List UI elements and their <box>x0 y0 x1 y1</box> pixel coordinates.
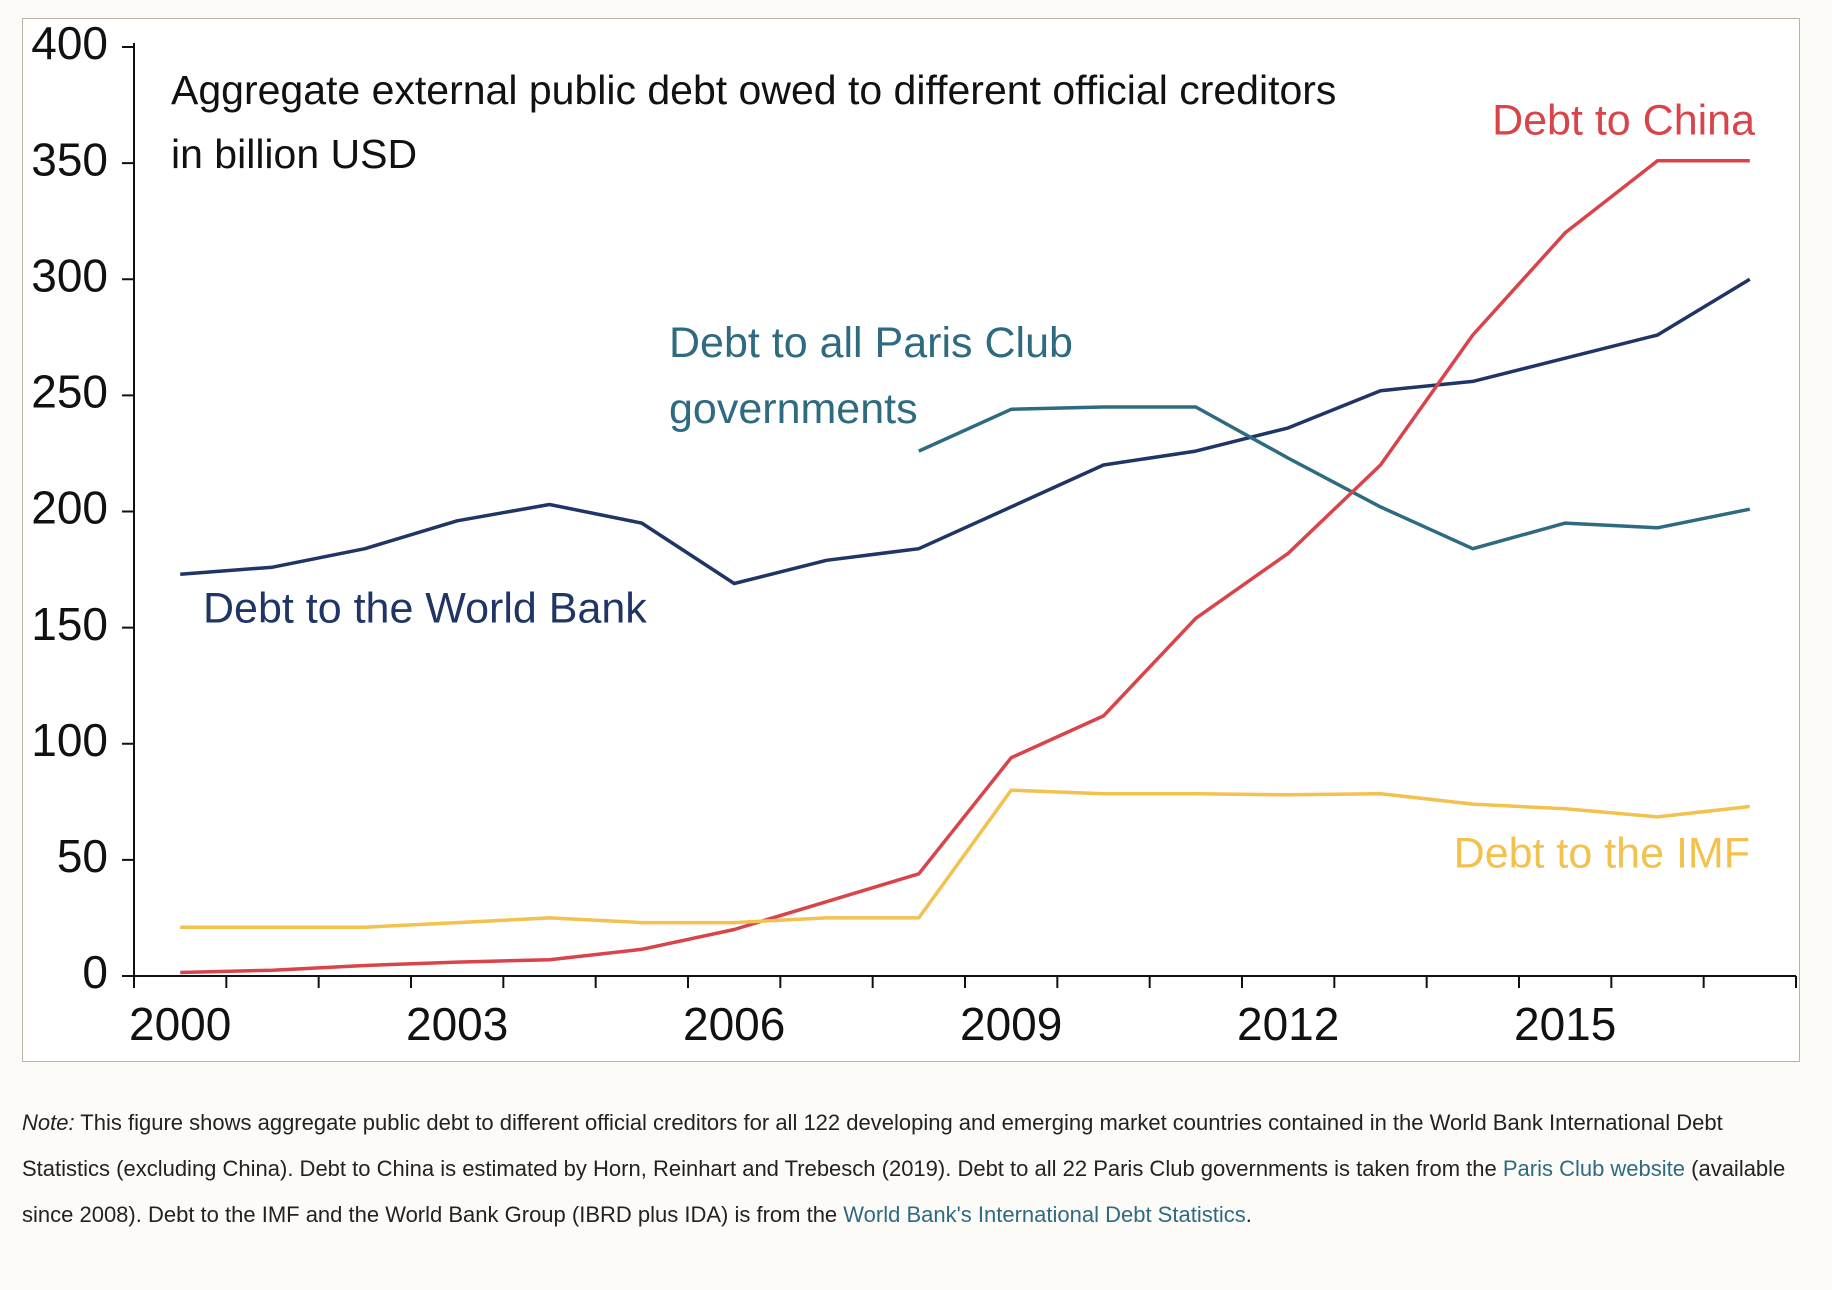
series-line <box>180 277 1751 586</box>
series-label: Debt to the IMF <box>1454 829 1750 877</box>
series-line <box>180 788 1750 929</box>
series-label: Debt to all Paris Club governments <box>669 319 1073 433</box>
chart: 0 50 100 150 200 250 300 350 400 2000 2003 2006 2009… <box>31 17 1797 1050</box>
series-line <box>180 159 1750 975</box>
link[interactable]: Paris Club website <box>1502 1156 1686 1181</box>
y-tick-label: 0 <box>82 946 108 998</box>
link[interactable]: World Bank's International Debt Statisti… <box>843 1202 1246 1227</box>
y-tick-label: 50 <box>57 830 108 882</box>
y-tick-label: 200 <box>31 482 108 534</box>
x-tick-label: 2006 <box>683 998 785 1050</box>
x-tick-label: 2015 <box>1514 998 1616 1050</box>
y-tick-label: 300 <box>31 249 108 301</box>
y-tick-label: 350 <box>31 133 108 185</box>
y-tick-label: 100 <box>31 714 108 766</box>
note: Note: This figure shows aggregate public… <box>22 1100 1812 1238</box>
x-tick-label: 2003 <box>406 998 508 1050</box>
note-text: (available since 2008). Debt to the IMF … <box>22 1156 1786 1227</box>
series-line <box>918 405 1751 551</box>
note-text: This figure shows aggregate public debt … <box>22 1110 1723 1181</box>
y-tick-label: 250 <box>31 366 108 418</box>
note-label: Note: <box>22 1110 75 1135</box>
y-tick-label: 400 <box>31 17 108 69</box>
series-label: Debt to China <box>1492 96 1755 144</box>
y-tick-label: 150 <box>31 598 108 650</box>
chart-title: Aggregate external public debt owed to d… <box>171 67 1337 177</box>
series-label: Debt to the World Bank <box>203 584 647 632</box>
note-text: . <box>1245 1202 1252 1227</box>
x-tick-label: 2009 <box>960 998 1062 1050</box>
x-tick-label: 2000 <box>129 998 231 1050</box>
x-tick-label: 2012 <box>1237 998 1339 1050</box>
